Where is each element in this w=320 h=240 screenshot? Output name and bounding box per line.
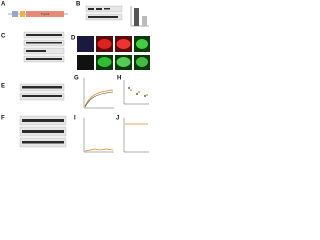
- band: [22, 141, 64, 144]
- band: [88, 8, 94, 10]
- dot: [144, 95, 146, 97]
- curve: [84, 89, 114, 107]
- panel-j: J: [116, 116, 149, 153]
- dot: [130, 89, 132, 91]
- panel-label: D: [71, 36, 76, 42]
- panel-i: I: [74, 116, 114, 153]
- bar: [142, 16, 147, 26]
- panel-e: E: [1, 84, 65, 101]
- band: [26, 50, 46, 52]
- band: [22, 95, 62, 97]
- image: [116, 39, 131, 49]
- band: [22, 130, 64, 133]
- panel-a: A Tnpo3: [1, 2, 68, 17]
- panel-label: I: [74, 116, 76, 122]
- image: [97, 39, 112, 49]
- panel-label: F: [1, 116, 5, 122]
- dot: [128, 87, 130, 89]
- axis: [123, 80, 149, 105]
- panel-label: B: [76, 2, 81, 8]
- bar: [134, 8, 139, 26]
- image: [116, 57, 131, 67]
- panel-label: J: [116, 116, 119, 122]
- figure: A Tnpo3 B C D: [1, 2, 150, 153]
- band: [22, 119, 64, 122]
- image: [97, 57, 112, 67]
- panel-g: G: [74, 76, 114, 109]
- band: [96, 8, 102, 10]
- segment: [26, 11, 64, 17]
- panel-label: A: [1, 2, 6, 8]
- curve: [84, 91, 114, 108]
- panel-f: F: [1, 116, 67, 148]
- band: [26, 42, 62, 44]
- axis: [123, 118, 149, 153]
- segment: [12, 11, 18, 17]
- curve: [84, 148, 114, 152]
- panel-d: D: [71, 36, 150, 70]
- panel-label: G: [74, 76, 79, 82]
- image: [136, 57, 148, 67]
- axis: [83, 118, 114, 153]
- segment: [20, 11, 25, 17]
- dot: [136, 93, 138, 95]
- dot: [146, 94, 148, 96]
- panel-b: B: [76, 2, 149, 27]
- image: [77, 36, 94, 52]
- band: [26, 58, 62, 60]
- panel-label: E: [1, 84, 5, 90]
- segment-label: Tnpo3: [41, 12, 50, 16]
- dot: [138, 91, 140, 93]
- image: [136, 39, 148, 49]
- band: [26, 34, 62, 36]
- image: [77, 55, 94, 70]
- band: [104, 8, 110, 10]
- panel-h: H: [117, 76, 149, 105]
- panel-label: C: [1, 34, 6, 40]
- axis: [83, 78, 114, 109]
- band: [22, 86, 62, 89]
- panel-c: C: [1, 31, 65, 63]
- band: [88, 16, 118, 18]
- panel-label: H: [117, 76, 121, 82]
